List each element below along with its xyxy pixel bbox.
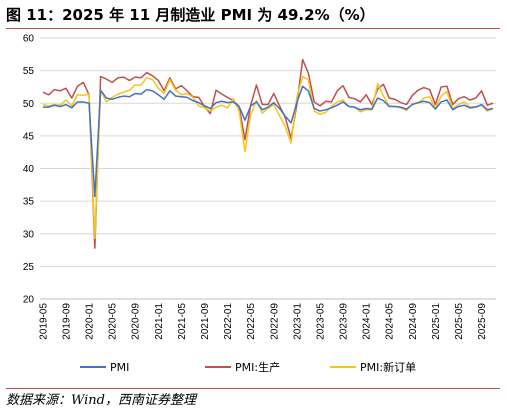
- x-tick-label: 2025-01: [431, 303, 442, 340]
- gridlines: [40, 37, 496, 267]
- legend-label-pmi: PMI: [110, 361, 129, 374]
- series-line-production: [42, 58, 494, 249]
- x-tick-label: 2019-05: [38, 303, 49, 340]
- x-tick-label: 2021-01: [154, 303, 165, 340]
- y-tick-label: 50: [23, 99, 35, 110]
- y-tick-label: 60: [23, 34, 35, 45]
- data-source-note: 数据来源：Wind，西南证券整理: [6, 393, 196, 408]
- pmi-line-chart: 60 55 50 45 40 35 30 25 20 2019-05 2019-09 2020-01…: [23, 34, 496, 374]
- x-tick-label: 2022-09: [269, 303, 280, 340]
- y-tick-label: 35: [23, 197, 35, 208]
- x-tick-label: 2022-01: [223, 303, 234, 340]
- x-axis-ticks: 2019-05 2019-09 2020-01 2020-05 2020-09 2021-…: [38, 303, 488, 340]
- y-tick-label: 55: [23, 66, 35, 77]
- y-axis-ticks: 60 55 50 45 40 35 30 25 20: [23, 34, 35, 306]
- y-tick-label: 30: [23, 229, 35, 240]
- x-tick-label: 2024-05: [385, 303, 396, 340]
- y-tick-label: 45: [23, 131, 35, 142]
- figure-title: 图 11：2025 年 11 月制造业 PMI 为 49.2%（%）: [6, 6, 375, 24]
- x-tick-label: 2023-05: [315, 303, 326, 340]
- title-divider: [6, 28, 500, 29]
- series-line-pmi: [42, 85, 494, 198]
- x-tick-label: 2022-05: [246, 303, 257, 340]
- y-tick-label: 25: [23, 262, 35, 273]
- footer-divider: [6, 388, 500, 389]
- x-tick-label: 2021-05: [177, 303, 188, 340]
- x-tick-label: 2019-09: [61, 303, 72, 340]
- x-tick-label: 2020-09: [131, 303, 142, 340]
- x-tick-label: 2023-09: [339, 303, 350, 340]
- x-tick-label: 2024-09: [408, 303, 419, 340]
- legend-label-new-orders: PMI:新订单: [360, 360, 416, 374]
- series-lines: [42, 58, 494, 249]
- x-tick-label: 2020-01: [85, 303, 96, 340]
- legend: PMI PMI:生产 PMI:新订单: [80, 360, 416, 374]
- series-line-new-orders: [42, 75, 494, 240]
- legend-label-production: PMI:生产: [235, 360, 280, 374]
- x-tick-label: 2025-09: [477, 303, 488, 340]
- y-tick-label: 20: [23, 295, 35, 306]
- x-tick-label: 2024-01: [362, 303, 373, 340]
- x-tick-label: 2025-05: [454, 303, 465, 340]
- x-tick-label: 2023-01: [292, 303, 303, 340]
- x-tick-label: 2021-09: [200, 303, 211, 340]
- y-tick-label: 40: [23, 164, 35, 175]
- x-tick-label: 2020-05: [108, 303, 119, 340]
